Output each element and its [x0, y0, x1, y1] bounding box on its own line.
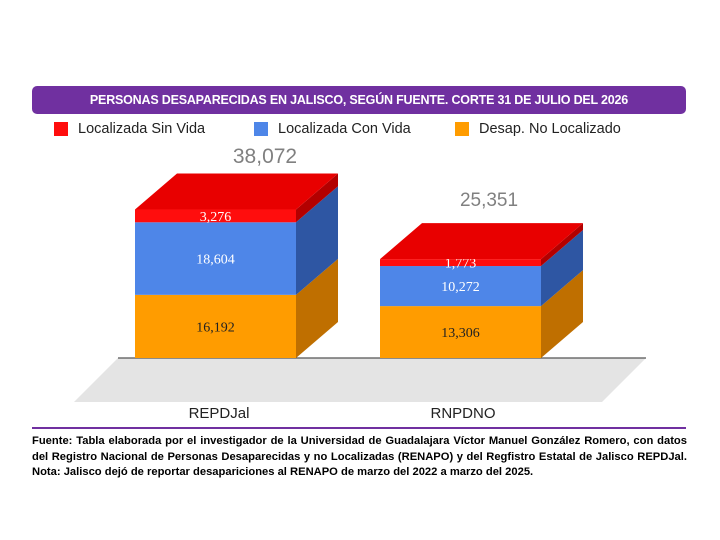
chart-plot: 16,192 18,604 3,276 13,306 10,272 1,773 REPDJ…: [74, 145, 646, 422]
bar-repdjal-side-1: [296, 186, 338, 295]
source-note: Fuente: Tabla elaborada por el investiga…: [32, 435, 687, 478]
bar-repdjal-value-label-1: 18,604: [196, 253, 235, 268]
total-label-repdjal: 38,072: [233, 145, 297, 168]
bar-rnpdno-side-1: [541, 230, 583, 307]
bar-repdjal-top: [135, 173, 338, 210]
legend-swatch-no-localizado: [455, 122, 469, 136]
bar-rnpdno-side-0: [541, 223, 583, 267]
legend-swatch-con-vida: [254, 122, 268, 136]
bar-repdjal-segment-2: [135, 294, 296, 358]
legend-label-sin-vida: Localizada Sin Vida: [78, 121, 206, 137]
legend-item-sin-vida: Localizada Sin Vida: [54, 119, 205, 139]
bar-repdjal-side-0: [296, 173, 338, 223]
bar-rnpdno-value-label-2: 13,306: [441, 326, 480, 341]
bar-repdjal-segment-1: [135, 222, 296, 295]
legend-item-no-localizado: Desap. No Localizado: [455, 119, 621, 139]
bar-repdjal-side-2: [296, 258, 338, 358]
chart-title: PERSONAS DESAPARECIDAS EN JALISCO, SEGÚN…: [32, 86, 686, 114]
bar-repdjal-value-label-0: 3,276: [200, 210, 232, 225]
bar-repdjal-segment-0: [135, 209, 296, 223]
legend-swatch-sin-vida: [54, 122, 68, 136]
legend-item-con-vida: Localizada Con Vida: [254, 119, 411, 139]
legend: Localizada Sin Vida Localizada Con Vida …: [54, 119, 694, 139]
bar-rnpdno-segment-1: [380, 266, 541, 307]
bar-repdjal-value-label-2: 16,192: [196, 320, 235, 335]
legend-label-con-vida: Localizada Con Vida: [278, 121, 411, 137]
bar-rnpdno-side-2: [541, 270, 583, 358]
bar-rnpdno-value-label-0: 1,773: [445, 257, 477, 272]
category-label-repdjal: REPDJal: [189, 405, 250, 422]
bars-group: 16,192 18,604 3,276 13,306 10,272 1,773: [135, 173, 583, 358]
total-label-rnpdno: 25,351: [460, 190, 518, 211]
bar-rnpdno-segment-0: [380, 259, 541, 267]
bar-rnpdno-value-label-1: 10,272: [441, 280, 480, 295]
legend-label-no-localizado: Desap. No Localizado: [479, 121, 621, 137]
footer-divider: [32, 427, 686, 429]
chart-floor: [74, 358, 646, 402]
category-label-rnpdno: RNPDNO: [430, 405, 495, 422]
bar-rnpdno-top: [380, 223, 583, 260]
bar-rnpdno-segment-2: [380, 306, 541, 358]
